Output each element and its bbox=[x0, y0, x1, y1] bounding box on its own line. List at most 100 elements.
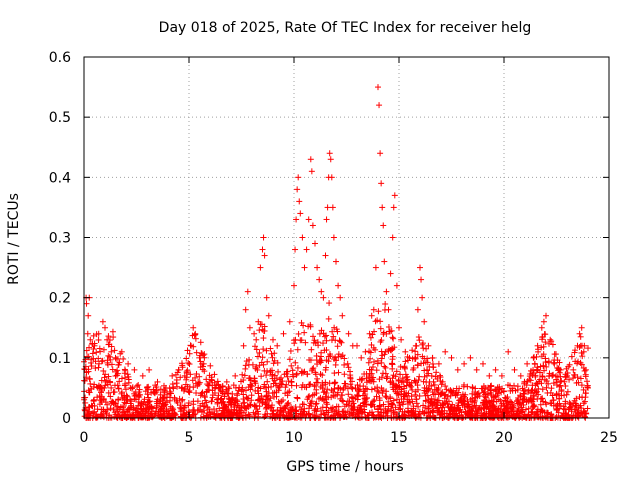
data-point bbox=[340, 386, 347, 393]
data-point bbox=[361, 395, 368, 402]
data-point bbox=[314, 264, 321, 271]
data-point bbox=[443, 386, 450, 393]
data-point bbox=[155, 411, 162, 418]
data-point bbox=[486, 372, 493, 379]
data-point bbox=[524, 360, 531, 367]
data-point bbox=[106, 353, 113, 360]
data-point bbox=[325, 315, 332, 322]
data-point bbox=[570, 366, 577, 373]
data-point bbox=[539, 373, 546, 380]
data-point bbox=[203, 376, 210, 383]
data-point bbox=[549, 341, 556, 348]
data-point bbox=[328, 174, 335, 181]
data-point bbox=[254, 353, 261, 360]
data-point bbox=[543, 312, 549, 319]
data-point bbox=[584, 405, 591, 412]
data-point bbox=[294, 364, 301, 371]
data-point bbox=[239, 371, 246, 378]
data-point bbox=[320, 294, 327, 301]
data-point bbox=[116, 378, 123, 385]
data-point bbox=[528, 387, 535, 394]
data-point bbox=[325, 394, 332, 401]
data-point bbox=[545, 340, 552, 347]
data-point bbox=[421, 318, 428, 325]
data-point bbox=[578, 324, 585, 331]
data-point bbox=[327, 156, 334, 163]
data-point bbox=[415, 334, 422, 341]
data-point bbox=[105, 389, 112, 396]
data-point bbox=[511, 366, 518, 373]
data-point bbox=[255, 384, 262, 391]
data-point bbox=[297, 210, 304, 217]
data-point bbox=[550, 371, 557, 378]
data-point bbox=[366, 330, 373, 337]
data-point bbox=[288, 362, 295, 369]
data-point bbox=[409, 386, 416, 393]
data-point bbox=[337, 294, 344, 301]
data-point bbox=[374, 408, 381, 415]
data-point bbox=[442, 348, 449, 355]
data-point bbox=[196, 373, 203, 380]
data-point bbox=[161, 389, 168, 396]
data-point bbox=[316, 276, 323, 283]
data-point bbox=[382, 364, 389, 371]
data-point bbox=[414, 306, 421, 313]
data-point bbox=[417, 264, 423, 271]
data-point bbox=[240, 400, 247, 407]
data-point bbox=[232, 372, 239, 379]
data-point bbox=[524, 378, 531, 385]
data-point bbox=[269, 354, 276, 361]
data-point bbox=[375, 389, 382, 396]
data-point bbox=[187, 371, 194, 378]
data-point bbox=[563, 391, 570, 398]
data-point bbox=[368, 312, 375, 319]
data-point bbox=[379, 390, 386, 397]
data-point bbox=[505, 348, 512, 355]
data-point bbox=[270, 336, 276, 343]
grid bbox=[84, 57, 609, 418]
data-point bbox=[248, 382, 255, 389]
data-point bbox=[454, 366, 461, 373]
data-point bbox=[316, 330, 323, 337]
data-point bbox=[393, 282, 400, 289]
data-point bbox=[301, 264, 308, 271]
data-point bbox=[271, 357, 278, 364]
data-point bbox=[584, 345, 591, 352]
data-point bbox=[332, 379, 339, 386]
data-point bbox=[322, 364, 329, 371]
data-point bbox=[326, 380, 333, 387]
data-point bbox=[372, 318, 379, 325]
data-point bbox=[517, 372, 524, 379]
data-point bbox=[324, 204, 331, 211]
data-point bbox=[542, 339, 549, 346]
data-point bbox=[118, 375, 125, 382]
data-point bbox=[418, 360, 425, 367]
data-point bbox=[414, 351, 421, 358]
data-point bbox=[541, 367, 548, 374]
data-point bbox=[253, 346, 260, 353]
data-point bbox=[99, 318, 106, 325]
data-point bbox=[371, 328, 378, 335]
data-point bbox=[101, 384, 108, 391]
data-point bbox=[322, 252, 329, 259]
data-point bbox=[246, 324, 253, 331]
data-point bbox=[471, 399, 478, 406]
data-point bbox=[310, 333, 317, 340]
data-point bbox=[282, 390, 289, 397]
data-point bbox=[540, 318, 547, 325]
data-point bbox=[335, 282, 342, 289]
data-point bbox=[436, 372, 443, 379]
data-point bbox=[142, 388, 149, 395]
data-point bbox=[412, 391, 419, 398]
data-point bbox=[480, 360, 486, 367]
data-point bbox=[290, 337, 297, 344]
data-point bbox=[580, 386, 587, 393]
data-point bbox=[323, 337, 330, 344]
data-point bbox=[183, 355, 190, 362]
data-point bbox=[429, 355, 436, 362]
data-point bbox=[331, 370, 338, 377]
data-point bbox=[303, 246, 310, 253]
data-point bbox=[293, 370, 300, 377]
data-point bbox=[452, 392, 459, 399]
